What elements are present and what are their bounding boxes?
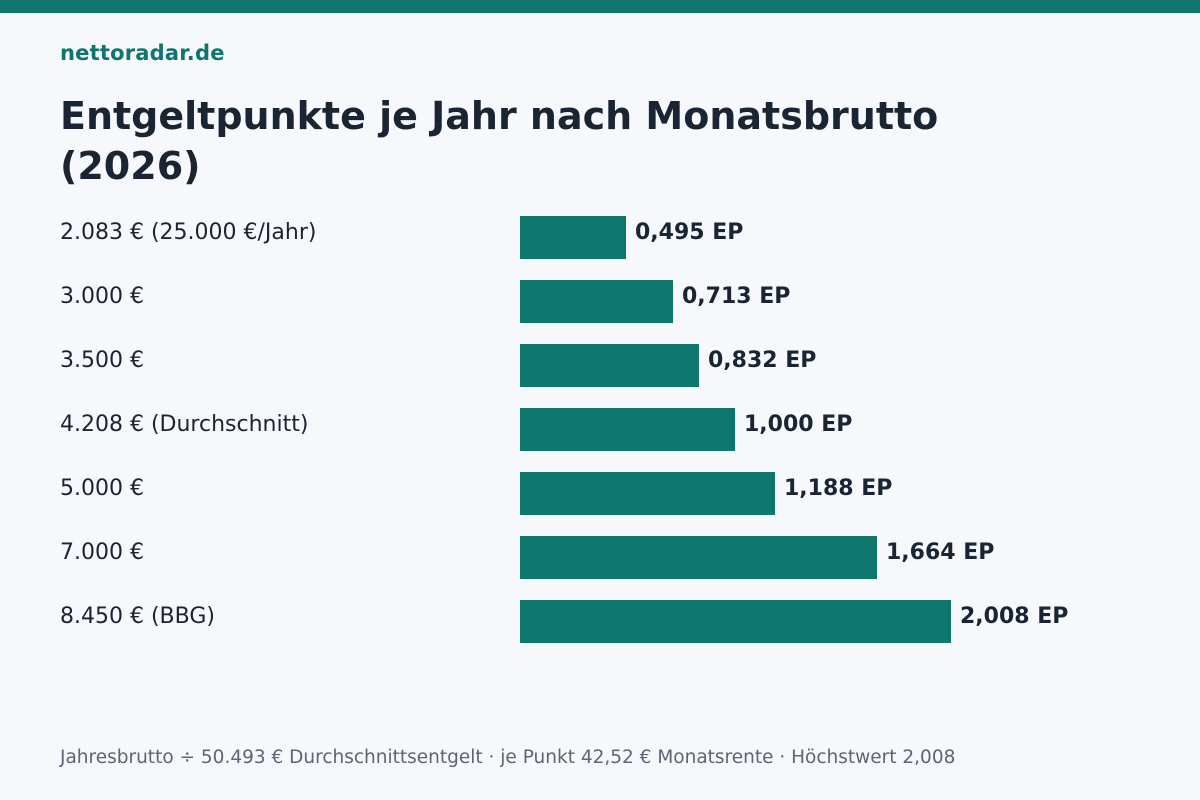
- bar: [520, 344, 699, 387]
- footnote: Jahresbrutto ÷ 50.493 € Durchschnittsent…: [60, 747, 956, 768]
- data-label: 2,008 EP: [960, 604, 1069, 629]
- category-label: 3.500 €: [60, 348, 144, 373]
- category-label: 3.000 €: [60, 284, 144, 309]
- bar: [520, 472, 775, 515]
- category-label: 4.208 € (Durchschnitt): [60, 412, 309, 437]
- top-accent-bar: [0, 0, 1200, 13]
- brand-name[interactable]: nettoradar.de: [60, 41, 225, 65]
- bar: [520, 408, 735, 451]
- bar: [520, 280, 673, 323]
- data-label: 1,000 EP: [744, 412, 853, 437]
- category-label: 8.450 € (BBG): [60, 604, 215, 629]
- data-label: 0,832 EP: [708, 348, 817, 373]
- bar: [520, 600, 951, 643]
- bar: [520, 536, 877, 579]
- data-label: 0,713 EP: [682, 284, 791, 309]
- data-label: 0,495 EP: [635, 220, 744, 245]
- category-label: 7.000 €: [60, 540, 144, 565]
- bar: [520, 216, 626, 259]
- chart-title: Entgeltpunkte je Jahr nach Monatsbrutto …: [60, 94, 939, 188]
- category-label: 5.000 €: [60, 476, 144, 501]
- category-label: 2.083 € (25.000 €/Jahr): [60, 220, 317, 245]
- data-label: 1,188 EP: [784, 476, 893, 501]
- data-label: 1,664 EP: [886, 540, 995, 565]
